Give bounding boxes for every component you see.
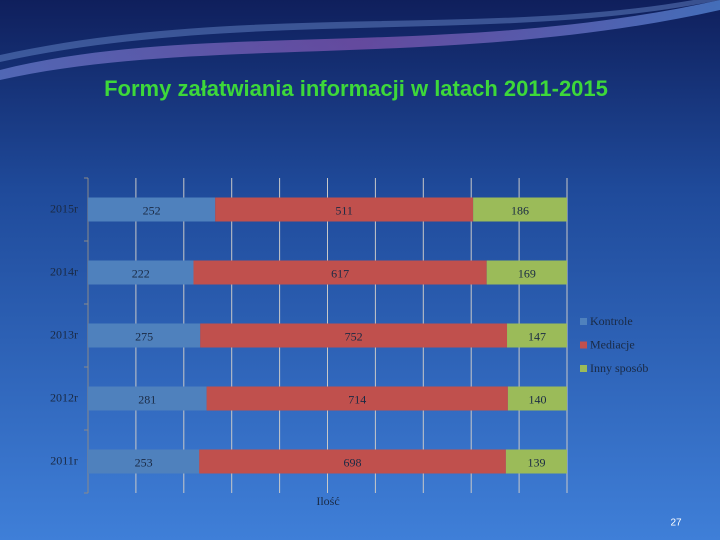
x-axis-label: Ilość xyxy=(316,494,339,508)
y-tick-label: 2013r xyxy=(50,327,78,341)
legend-label: Kontrole xyxy=(590,314,633,328)
legend-swatch xyxy=(580,341,587,349)
value-label: 139 xyxy=(527,455,545,469)
value-label: 698 xyxy=(344,455,362,469)
bar-segment xyxy=(88,260,194,285)
bar-segment xyxy=(88,449,200,474)
value-label: 281 xyxy=(138,392,156,406)
bar-segment xyxy=(193,260,487,285)
swoosh xyxy=(0,0,720,80)
bar-segment xyxy=(88,386,207,411)
bar-segment xyxy=(507,386,567,411)
bar-segment xyxy=(215,197,474,222)
bar-segment xyxy=(505,449,567,474)
value-label: 714 xyxy=(348,392,366,406)
bar-segment xyxy=(199,449,506,474)
legend-label: Mediacje xyxy=(590,337,635,351)
value-label: 752 xyxy=(345,329,363,343)
value-label: 140 xyxy=(528,392,546,406)
value-label: 147 xyxy=(528,329,546,343)
bar-segment xyxy=(486,260,567,285)
bar-segment xyxy=(88,323,201,348)
chart-title: Formy załatwiania informacji w latach 20… xyxy=(104,76,608,101)
value-label: 617 xyxy=(331,266,349,280)
legend-label: Inny sposób xyxy=(590,361,648,375)
page-number: 27 xyxy=(670,518,682,529)
bar-segment xyxy=(473,197,567,222)
value-label: 222 xyxy=(132,266,150,280)
value-label: 275 xyxy=(135,329,153,343)
y-tick-label: 2014r xyxy=(50,264,78,278)
bar-segment xyxy=(507,323,567,348)
value-label: 253 xyxy=(135,455,153,469)
value-label: 186 xyxy=(511,203,529,217)
value-label: 252 xyxy=(143,203,161,217)
legend-swatch xyxy=(580,318,587,325)
y-tick-label: 2011r xyxy=(50,453,78,467)
bar-segment xyxy=(206,386,508,411)
bar-segment xyxy=(200,323,508,348)
y-tick-label: 2015r xyxy=(50,201,78,215)
value-label: 511 xyxy=(335,203,353,217)
bar-segment xyxy=(88,197,216,222)
y-tick-label: 2012r xyxy=(50,390,78,404)
legend-swatch xyxy=(580,365,587,372)
value-label: 169 xyxy=(518,266,536,280)
